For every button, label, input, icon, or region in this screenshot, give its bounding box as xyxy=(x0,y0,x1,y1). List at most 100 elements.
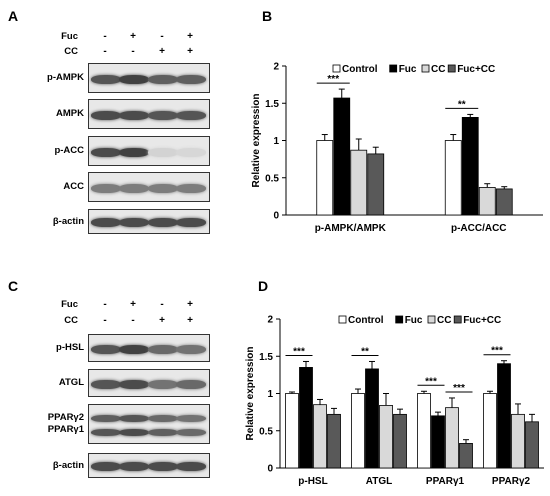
legend-label: Fuc+CC xyxy=(457,64,495,75)
bar xyxy=(511,413,525,469)
blot-band xyxy=(91,110,121,120)
blot-band xyxy=(148,183,178,193)
cc-sign: + xyxy=(187,46,193,57)
fuc-sign: - xyxy=(160,299,164,310)
blot-band xyxy=(148,379,178,389)
bar xyxy=(313,404,327,469)
bar xyxy=(483,393,497,469)
panel-letter-d: D xyxy=(258,278,269,294)
blot-band xyxy=(176,379,206,389)
blot-membrane xyxy=(88,369,210,397)
cc-sign: - xyxy=(131,315,135,326)
bar xyxy=(431,415,445,469)
bar xyxy=(459,443,473,469)
category-label: p-ACC/ACC xyxy=(451,223,507,234)
category-label: PPARγ1 xyxy=(426,476,465,487)
blot-membrane xyxy=(88,136,210,166)
blot-label: ATGL xyxy=(58,377,84,388)
fuc-sign: + xyxy=(130,31,136,42)
bar-chart-b: 0 0.5 1 1.5 2 Relative expression p-AMPK/AMPK p… xyxy=(251,62,543,234)
blot-label: p-ACC xyxy=(54,145,84,156)
significance-label: *** xyxy=(327,74,339,85)
legend-swatch xyxy=(332,64,341,73)
y-tick-label: 2 xyxy=(273,62,279,73)
blot-band xyxy=(119,183,149,193)
significance-label: ** xyxy=(458,99,466,110)
panel-letter-c: C xyxy=(8,278,19,294)
blot-band xyxy=(176,74,206,84)
cc-sign: + xyxy=(159,315,165,326)
blot-band xyxy=(119,218,149,227)
y-tick-label: 1.5 xyxy=(259,352,273,363)
blot-membrane xyxy=(88,63,210,93)
category-label: p-AMPK/AMPK xyxy=(315,223,387,234)
blot-band xyxy=(176,147,206,157)
cc-sign: - xyxy=(103,46,107,57)
bar xyxy=(350,149,368,216)
blot-band xyxy=(148,218,178,227)
blot-band xyxy=(176,414,206,422)
fuc-sign: - xyxy=(103,31,107,42)
y-axis-label: Relative expression xyxy=(245,347,256,441)
legend-label: Fuc xyxy=(405,315,423,326)
blot-band xyxy=(119,74,149,84)
blot-band xyxy=(119,344,149,354)
bar xyxy=(379,405,393,469)
significance-label: *** xyxy=(425,376,437,387)
bar-chart-d: 0 0.5 1 1.5 2 Relative expression p-HSL ATGL PPA… xyxy=(245,315,544,487)
blot-band xyxy=(91,74,121,84)
blot-membrane xyxy=(88,453,210,478)
blot-band xyxy=(148,74,178,84)
bar xyxy=(478,187,496,216)
significance-label: *** xyxy=(453,383,465,394)
blot-membrane xyxy=(88,209,210,234)
blot-band xyxy=(119,462,149,471)
legend-label: Fuc xyxy=(399,64,417,75)
category-label: PPARγ2 xyxy=(492,476,531,487)
blot-membrane xyxy=(88,172,210,202)
bar xyxy=(316,140,334,216)
y-tick-label: 0 xyxy=(267,464,273,475)
blot-band xyxy=(119,379,149,389)
y-tick-label: 0 xyxy=(273,211,279,222)
y-axis-label: Relative expression xyxy=(251,94,262,188)
fuc-condition-label: Fuc xyxy=(61,299,78,310)
blot-band xyxy=(91,344,121,354)
cc-sign: - xyxy=(103,315,107,326)
blot-band xyxy=(91,379,121,389)
blot-band xyxy=(176,183,206,193)
legend-swatch xyxy=(338,315,347,324)
blot-membrane xyxy=(88,334,210,362)
blot-label: β-actin xyxy=(52,215,84,227)
legend-swatch xyxy=(395,315,404,324)
significance-label: *** xyxy=(491,346,503,357)
bar xyxy=(351,393,365,469)
fuc-sign: - xyxy=(160,31,164,42)
blot-band xyxy=(119,147,149,157)
bar xyxy=(365,368,379,469)
blot-band xyxy=(176,428,206,436)
panel-letter-a: A xyxy=(8,8,19,24)
y-tick-label: 1 xyxy=(273,136,279,147)
blot-band xyxy=(119,414,149,422)
fuc-condition-label: Fuc xyxy=(61,31,78,42)
bar xyxy=(333,97,351,216)
legend-label: CC xyxy=(431,64,445,75)
bar xyxy=(444,140,462,216)
legend-label: Control xyxy=(342,64,378,75)
fuc-sign: + xyxy=(130,299,136,310)
blot-band xyxy=(119,428,149,436)
fuc-sign: + xyxy=(187,299,193,310)
blot-label: p-HSL xyxy=(56,342,84,353)
blot-band xyxy=(91,183,121,193)
legend-label: CC xyxy=(437,315,451,326)
legend-label: Fuc+CC xyxy=(463,315,501,326)
blot-label: p-AMPK xyxy=(47,72,84,83)
y-tick-label: 0.5 xyxy=(265,173,279,184)
blot-band xyxy=(176,344,206,354)
cc-sign: + xyxy=(159,46,165,57)
y-tick-label: 1 xyxy=(267,389,273,400)
y-tick-label: 0.5 xyxy=(259,426,273,437)
blot-label: AMPK xyxy=(56,108,84,119)
bar xyxy=(417,393,431,469)
